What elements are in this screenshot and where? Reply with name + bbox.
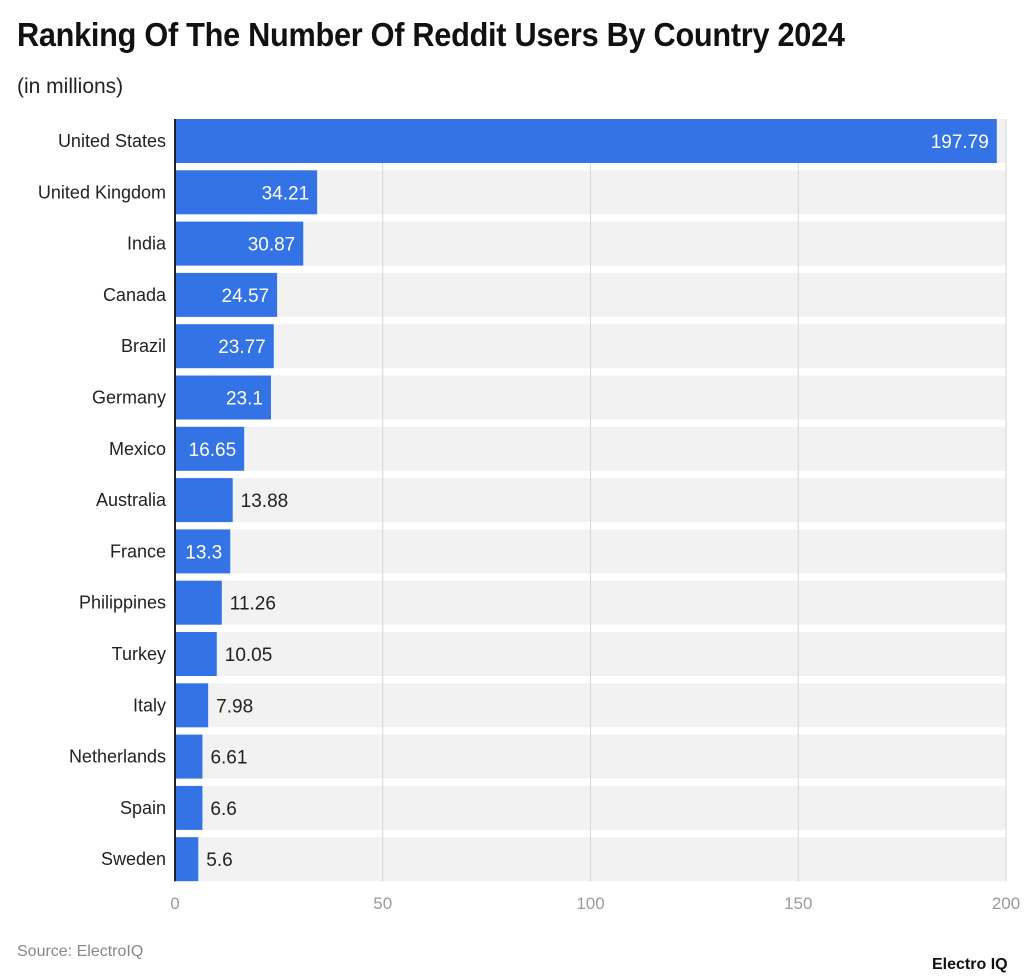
bar <box>175 426 245 471</box>
data-label: 6.6 <box>210 799 236 820</box>
bar <box>175 478 233 523</box>
category-label: Mexico <box>109 439 166 459</box>
bar <box>175 324 274 369</box>
bar <box>175 529 231 574</box>
category-label: Spain <box>120 798 166 818</box>
data-label: 11.26 <box>230 594 276 615</box>
category-label: United States <box>58 131 166 151</box>
category-label: Turkey <box>112 644 166 664</box>
bar <box>175 272 278 317</box>
data-label: 30.87 <box>248 235 296 256</box>
chart-title: Ranking Of The Number Of Reddit Users By… <box>17 16 845 53</box>
category-label: Italy <box>133 695 166 715</box>
x-tick-label: 0 <box>170 894 179 913</box>
data-label: 7.98 <box>216 696 253 717</box>
bar <box>175 119 997 163</box>
bar <box>175 580 222 625</box>
category-label: France <box>110 541 166 561</box>
bar <box>175 632 217 676</box>
data-label: 6.61 <box>210 748 247 769</box>
data-label: 24.57 <box>222 286 270 307</box>
data-label: 13.3 <box>185 542 222 563</box>
bar <box>175 683 209 728</box>
electroiq-logo: Electro IQ <box>932 956 1008 973</box>
category-label: India <box>127 234 167 254</box>
data-label: 197.79 <box>931 132 989 153</box>
data-label: 23.77 <box>218 337 266 358</box>
bar <box>175 734 203 779</box>
data-label: 5.6 <box>206 850 232 871</box>
x-tick-label: 200 <box>992 894 1020 913</box>
chart-subtitle: (in millions) <box>17 75 124 98</box>
bar <box>175 221 304 266</box>
category-label: United Kingdom <box>38 182 166 202</box>
category-label: Australia <box>96 490 167 510</box>
bar <box>175 785 203 830</box>
category-label: Netherlands <box>69 747 166 767</box>
category-label: Brazil <box>121 336 166 356</box>
data-label: 10.05 <box>225 645 273 666</box>
data-label: 16.65 <box>189 440 237 461</box>
bar <box>175 837 199 882</box>
data-label: 23.1 <box>226 389 263 410</box>
x-tick-label: 100 <box>576 894 604 913</box>
category-label: Philippines <box>79 593 166 613</box>
x-tick-label: 150 <box>784 894 812 913</box>
data-label: 13.88 <box>241 491 289 512</box>
bar <box>175 170 318 215</box>
bar <box>175 375 271 420</box>
category-label: Sweden <box>101 849 166 869</box>
category-label: Germany <box>92 388 166 408</box>
data-label: 34.21 <box>262 183 310 204</box>
x-tick-label: 50 <box>373 894 392 913</box>
source-note: Source: ElectroIQ <box>17 943 144 960</box>
category-label: Canada <box>103 285 167 305</box>
